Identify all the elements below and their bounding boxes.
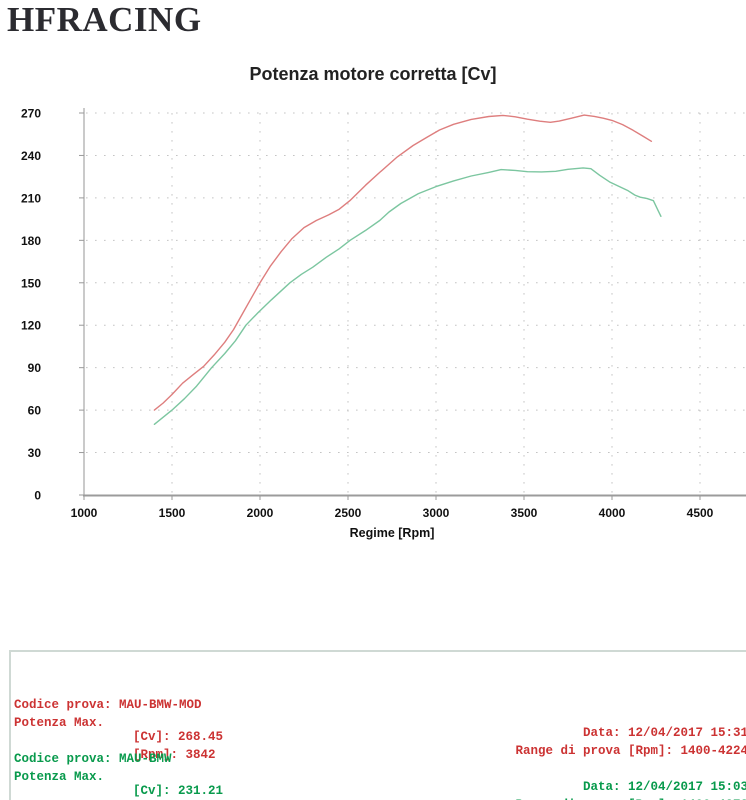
max-power-rpm-mod: [Rpm]: 3842 [133,748,216,762]
y-tick-label: 0 [34,489,41,503]
y-tick-label: 30 [28,446,42,460]
y-tick-label: 60 [28,404,42,418]
rpm-range-stock: Range di prova [Rpm]: 1400-4278 [515,798,746,800]
y-tick-label: 270 [21,107,41,121]
result-row: Codice prova: MAU-BMW-MOD Data: 12/04/20… [11,684,746,740]
x-tick-label: 1000 [71,506,98,520]
x-tick-label: 4000 [599,506,626,520]
result-row: Codice prova: MAU-BMW Data: 12/04/2017 1… [11,738,746,794]
y-tick-label: 240 [21,149,41,163]
max-power-label-stock: Potenza Max. [14,770,105,784]
power-curve-stock [153,167,662,425]
y-tick-label: 180 [21,234,41,248]
axis-ticks [79,112,701,500]
y-tick-label: 90 [28,361,42,375]
y-tick-label: 210 [21,191,41,205]
test-code-label-stock: Codice prova: MAU-BMW [14,752,172,766]
test-date-stock: Data: 12/04/2017 15:03 [582,780,746,794]
chart-title: Potenza motore corretta [Cv] [249,64,497,84]
test-code-label-mod: Codice prova: MAU-BMW-MOD [14,698,202,712]
x-tick-label: 4500 [687,506,714,520]
y-tick-label: 120 [21,319,41,333]
max-power-label-mod: Potenza Max. [14,716,105,730]
max-power-cv-mod: [Cv]: 268.45 [133,730,224,744]
result-row: [Rpm]: 3842 [11,720,746,762]
max-power-cv-stock: [Cv]: 231.21 [133,784,224,798]
test-results-box: Codice prova: MAU-BMW-MOD Data: 12/04/20… [9,650,746,800]
result-row: Potenza Max. [Cv]: 231.21 Range di prova… [11,756,746,800]
x-axis-title: Regime [Rpm] [350,526,435,540]
result-row: [Rpm]: 3836 [11,774,746,792]
x-tick-label: 1500 [159,506,186,520]
test-date-mod: Data: 12/04/2017 15:31 [582,726,746,740]
y-tick-labels: 0 30 60 90 120 150 180 210 240 270 [21,107,41,503]
x-tick-label: 3500 [511,506,538,520]
rpm-range-mod: Range di prova [Rpm]: 1400-4224 [515,744,746,758]
x-tick-label: 2500 [335,506,362,520]
power-chart: 0 30 60 90 120 150 180 210 240 270 1000 1500 2000 25… [21,107,746,540]
hfracing-logo: HFRACING [7,0,202,39]
power-curve-mod [153,114,653,411]
y-tick-label: 150 [21,276,41,290]
chart-grid [86,112,746,494]
result-row: Potenza Max. [Cv]: 268.45 Range di prova… [11,702,746,758]
x-tick-label: 3000 [423,506,450,520]
x-tick-labels: 1000 1500 2000 2500 3000 3500 4000 4500 [71,506,714,520]
x-tick-label: 2000 [247,506,274,520]
power-curves [153,114,662,425]
